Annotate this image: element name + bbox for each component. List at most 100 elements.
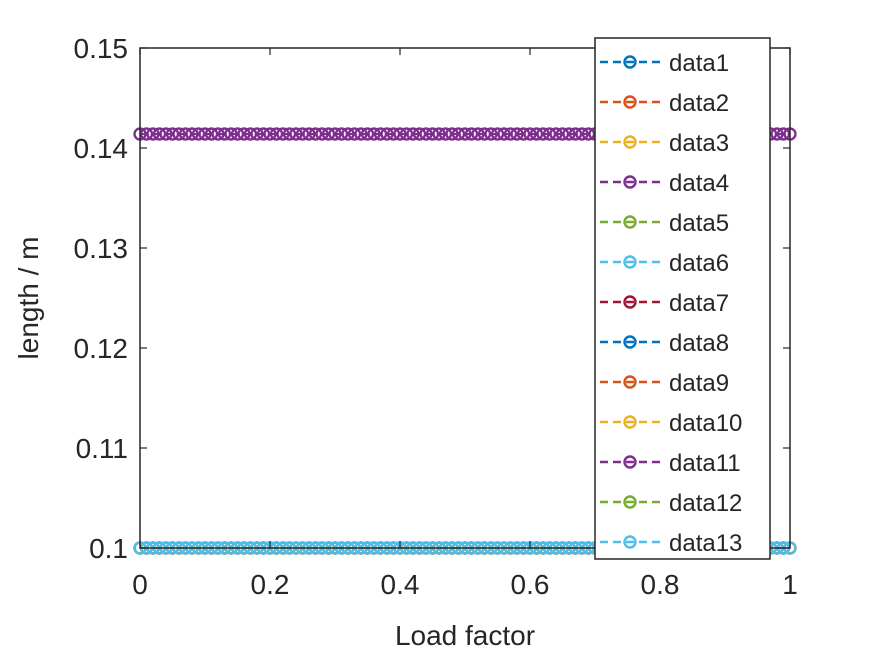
data-point — [302, 127, 316, 141]
data-point — [334, 127, 349, 141]
legend-item-data10: data10 — [600, 410, 742, 437]
data-point — [282, 127, 297, 141]
data-point — [269, 127, 284, 141]
data-point — [139, 127, 154, 141]
legend-swatch-marker — [623, 215, 637, 229]
data-point — [464, 127, 479, 141]
data-point — [399, 127, 414, 141]
data-point — [549, 127, 563, 141]
legend-label: data6 — [669, 250, 729, 277]
data-point — [581, 127, 596, 141]
y-tick-label: 0.15 — [74, 33, 129, 64]
legend-swatch-marker — [623, 495, 637, 509]
data-point — [276, 127, 290, 141]
legend-swatch-marker — [623, 175, 637, 189]
legend-label: data2 — [669, 90, 729, 117]
data-point — [393, 127, 407, 141]
legend-item-data1: data1 — [600, 50, 729, 77]
x-tick-label: 0.2 — [251, 569, 290, 600]
legend-label: data1 — [669, 50, 729, 77]
data-point — [172, 127, 186, 141]
data-point — [243, 127, 258, 141]
legend-swatch-marker — [623, 335, 637, 349]
data-point — [562, 127, 576, 141]
legend-swatch-marker — [623, 255, 637, 269]
data-point — [198, 127, 212, 141]
data-point — [510, 127, 524, 141]
data-point — [295, 127, 310, 141]
legend-swatch-marker — [623, 135, 637, 149]
legend-label: data4 — [669, 170, 729, 197]
data-point — [367, 127, 381, 141]
data-point — [536, 127, 550, 141]
data-point — [458, 127, 472, 141]
data-point — [776, 127, 791, 141]
legend-swatch-marker — [623, 95, 637, 109]
data-point — [432, 127, 446, 141]
data-point — [347, 127, 362, 141]
data-point — [178, 127, 193, 141]
legend-swatch-marker — [623, 295, 637, 309]
data-point — [438, 127, 453, 141]
legend-item-data8: data8 — [600, 330, 729, 357]
legend-item-data2: data2 — [600, 90, 729, 117]
legend-label: data5 — [669, 210, 729, 237]
data-point — [250, 127, 264, 141]
legend-item-data7: data7 — [600, 290, 729, 317]
data-point — [308, 127, 323, 141]
legend-item-data12: data12 — [600, 490, 742, 517]
legend-label: data13 — [669, 530, 742, 557]
data-point — [289, 127, 303, 141]
data-point — [146, 127, 160, 141]
data-point — [477, 127, 492, 141]
data-point — [503, 127, 518, 141]
data-point — [315, 127, 329, 141]
y-tick-label: 0.13 — [74, 233, 129, 264]
data-point — [386, 127, 401, 141]
x-tick-label: 0.6 — [511, 569, 550, 600]
data-point — [575, 127, 589, 141]
legend-item-data11: data11 — [600, 450, 741, 477]
axes-box — [139, 47, 791, 549]
data-point — [159, 127, 173, 141]
data-point — [230, 127, 245, 141]
data-point — [471, 127, 485, 141]
data-point — [191, 127, 206, 141]
data-point — [523, 127, 537, 141]
data-point — [224, 127, 238, 141]
data-point — [412, 127, 427, 141]
y-tick-label: 0.12 — [74, 333, 129, 364]
data-point — [484, 127, 498, 141]
legend-label: data3 — [669, 130, 729, 157]
legend-box — [594, 37, 771, 560]
legend-item-data6: data6 — [600, 250, 729, 277]
data-point — [256, 127, 271, 141]
data-point — [490, 127, 505, 141]
data-point — [354, 127, 368, 141]
x-axis-label: Load factor — [395, 620, 535, 651]
legend-label: data8 — [669, 330, 729, 357]
data-point — [770, 127, 784, 141]
data-point — [341, 127, 355, 141]
legend: data1 data2 data3 data4 data5 data6 data7 data8… — [594, 37, 771, 560]
legend-swatch-marker — [623, 455, 637, 469]
data-point — [328, 127, 342, 141]
data-point — [425, 127, 440, 141]
legend-item-data5: data5 — [600, 210, 729, 237]
legend-item-data3: data3 — [600, 130, 729, 157]
data-point — [380, 127, 394, 141]
ticks-layer: 0 0.2 0.4 0.6 0.8 1 0.1 0.11 0.12 0.13 0.14 0.15 — [74, 33, 798, 600]
data-point — [211, 127, 225, 141]
data-point — [321, 127, 336, 141]
legend-item-data4: data4 — [600, 170, 729, 197]
x-tick-label: 0.4 — [381, 569, 420, 600]
data-point — [217, 127, 232, 141]
legend-item-data9: data9 — [600, 370, 729, 397]
data-point — [419, 127, 433, 141]
data-point — [568, 127, 583, 141]
y-axis-label: length / m — [13, 237, 44, 360]
legend-label: data11 — [669, 450, 741, 477]
data-point — [406, 127, 420, 141]
data-point — [373, 127, 388, 141]
